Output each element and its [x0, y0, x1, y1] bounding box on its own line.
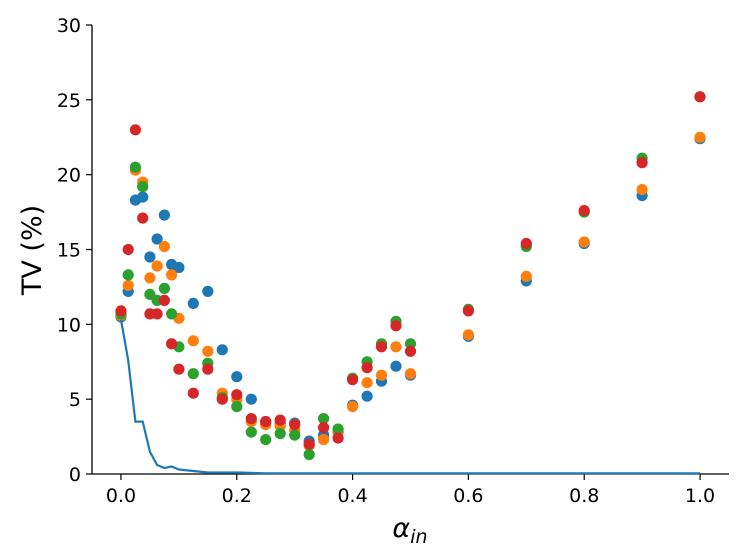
data-point: [303, 448, 315, 461]
data-point: [202, 285, 214, 297]
data-point: [166, 338, 178, 350]
data-point: [158, 209, 170, 221]
data-point: [122, 243, 134, 256]
data-point: [390, 341, 402, 353]
data-point: [115, 305, 127, 317]
y-tick-label: 5: [69, 389, 81, 411]
data-point: [361, 390, 373, 402]
y-tick-label: 15: [57, 240, 81, 262]
data-point: [332, 423, 344, 435]
data-point: [158, 240, 170, 253]
data-point: [361, 362, 373, 374]
data-point: [151, 233, 163, 245]
data-point: [129, 124, 141, 136]
data-point: [289, 419, 301, 431]
x-tick-label: 0.6: [453, 485, 483, 507]
y-tick-label: 30: [57, 15, 81, 37]
data-point: [137, 181, 149, 193]
data-point: [361, 377, 373, 389]
data-point: [202, 345, 214, 357]
data-point: [231, 371, 243, 383]
data-point: [404, 368, 417, 380]
data-point: [158, 282, 170, 294]
data-point: [318, 422, 330, 434]
data-point: [158, 294, 170, 306]
data-point: [187, 297, 199, 309]
data-point: [187, 335, 199, 347]
data-point: [303, 438, 315, 450]
data-point: [173, 363, 185, 375]
data-point: [151, 260, 163, 272]
data-point: [231, 401, 243, 413]
axis-labels: TV (%) αin: [17, 205, 428, 548]
data-point: [129, 161, 141, 173]
series-1-points: [115, 133, 706, 447]
data-point: [231, 389, 243, 401]
series-4-points: [115, 91, 706, 450]
data-point: [202, 363, 214, 375]
data-point: [390, 320, 402, 332]
y-axis-label: TV (%): [17, 205, 48, 296]
data-point: [260, 434, 272, 446]
y-tick-label: 25: [57, 90, 81, 112]
data-point: [390, 360, 402, 372]
data-point: [122, 279, 134, 291]
data-point: [636, 157, 648, 169]
data-point: [173, 261, 185, 274]
data-point: [520, 270, 532, 282]
data-point: [151, 308, 163, 320]
data-point: [404, 345, 417, 357]
data-point: [578, 236, 590, 248]
data-point: [578, 205, 590, 217]
data-point: [187, 387, 199, 399]
data-point: [260, 416, 272, 428]
x-axis-label-subscript: in: [410, 526, 427, 548]
data-point: [245, 413, 257, 425]
x-axis-label-main: α: [392, 513, 410, 544]
data-point: [462, 305, 474, 317]
data-point: [166, 269, 178, 281]
x-tick-label: 0.4: [337, 485, 367, 507]
data-point: [144, 251, 156, 263]
data-point: [187, 368, 199, 380]
data-point: [375, 369, 388, 381]
x-tick-label: 0.8: [569, 485, 599, 507]
data-point: [122, 269, 134, 281]
x-axis-label: αin: [392, 513, 427, 548]
data-point: [274, 414, 286, 426]
data-point: [274, 428, 286, 440]
data-point: [166, 308, 178, 320]
data-point: [137, 212, 149, 224]
series-line: [119, 319, 700, 475]
data-point: [289, 429, 301, 441]
data-point: [245, 393, 257, 405]
data-point: [318, 434, 330, 446]
data-point: [347, 374, 359, 386]
x-tick-label: 1.0: [685, 485, 715, 507]
data-point: [332, 432, 344, 444]
data-point: [216, 344, 228, 356]
y-tick-label: 10: [57, 314, 81, 336]
series-3-points: [115, 91, 706, 461]
x-tick-label: 0.0: [106, 485, 136, 507]
data-point: [318, 413, 330, 425]
data-point: [216, 393, 228, 405]
y-tick-label: 20: [57, 165, 81, 187]
y-tick-label: 0: [69, 464, 81, 486]
data-point: [462, 329, 474, 341]
data-point: [137, 191, 149, 203]
x-tick-label: 0.2: [222, 485, 252, 507]
data-point: [347, 401, 359, 413]
data-point: [694, 91, 706, 103]
data-point: [245, 426, 257, 438]
data-point: [144, 272, 156, 284]
plot-area: [115, 91, 706, 475]
data-point: [375, 341, 388, 353]
data-point: [694, 131, 706, 143]
data-point: [520, 237, 532, 250]
data-point: [636, 184, 648, 196]
axes: 0 5 10 15 20 25 30 0.0 0.2 0.4 0.6 0.8 1.0: [57, 15, 729, 507]
